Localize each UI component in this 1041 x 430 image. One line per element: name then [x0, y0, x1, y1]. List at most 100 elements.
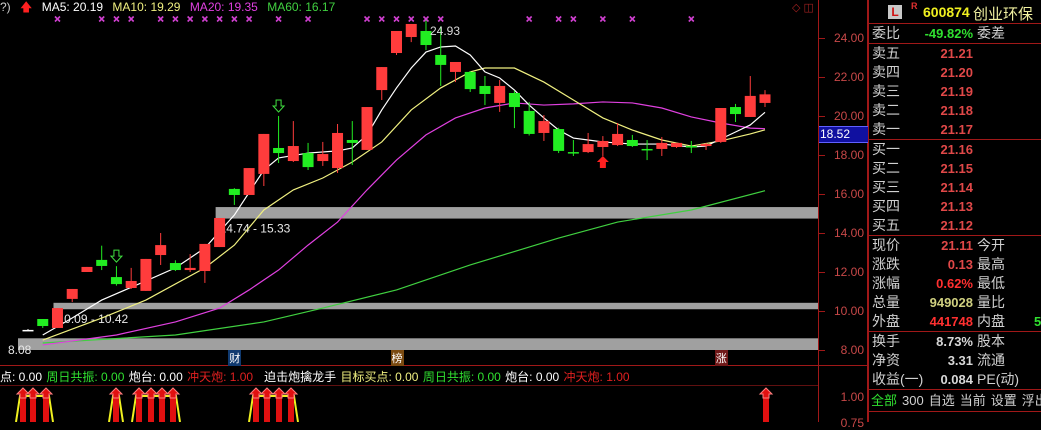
- kline-chart-area[interactable]: 14.74 - 15.33 10.09 - 10.42 24.93 8.08 ?) 🡅…: [0, 0, 818, 365]
- signal-bar: [170, 397, 176, 422]
- indicator-label: 周日共振: 0.00: [46, 370, 128, 384]
- panel-tabs: 全部 300 自选当前设置浮出: [869, 390, 1041, 412]
- candle: [582, 132, 594, 154]
- candle: [125, 267, 137, 289]
- bid-row-label: 买二: [872, 159, 900, 178]
- candle-body: [449, 61, 461, 72]
- indicator-chart[interactable]: [0, 385, 818, 422]
- stat-row: 外盘 441748 内盘 5: [869, 312, 1041, 331]
- candle-body: [523, 110, 535, 134]
- bid-row: 买二 21.15: [869, 159, 1041, 178]
- stat-row-value: 949028: [929, 293, 973, 312]
- signal-bar: [148, 397, 154, 422]
- y-tick-label: 24.00: [833, 31, 864, 45]
- signal-mark: [187, 15, 194, 23]
- up-arrow-icon: [38, 387, 54, 399]
- divider: [869, 389, 1041, 390]
- stat-row-label: 最高: [977, 256, 1005, 272]
- up-arrow-icon: [165, 387, 181, 399]
- ask-row: 卖二 21.18: [869, 101, 1041, 120]
- y-tick-label: 10.00: [833, 304, 864, 318]
- candle-body: [199, 243, 211, 272]
- indicator-tick-label: 1.00: [840, 390, 864, 404]
- quote-panel: L R 600874 创业环保 委比 -49.82% 委差 卖五 21.21 卖四 21.2…: [868, 0, 1041, 422]
- candle-body: [730, 107, 742, 115]
- candle-body: [685, 146, 697, 148]
- diamond-icon[interactable]: ◇: [792, 2, 801, 14]
- candle: [420, 19, 432, 51]
- candle: [317, 141, 329, 166]
- y-tick-label: 18.00: [833, 148, 864, 162]
- candlestick-chart[interactable]: 14.74 - 15.33 10.09 - 10.42 24.93 8.08: [0, 0, 818, 365]
- bid-row-label: 买四: [872, 197, 900, 216]
- candle-body: [125, 280, 137, 288]
- margin-flag: R: [911, 1, 918, 11]
- signal-bar: [159, 397, 165, 422]
- candle: [361, 107, 373, 150]
- ask-row-label: 卖五: [872, 44, 900, 63]
- bid-row-label: 买三: [872, 178, 900, 197]
- event-marker[interactable]: 榜: [390, 350, 404, 366]
- divider: [869, 139, 1041, 140]
- price-axis: 18.52 24.00 22.00 20.00 18.00 16.00 14.00 12.0…: [818, 0, 868, 430]
- tab-3[interactable]: 当前: [959, 393, 986, 408]
- tab-5[interactable]: 浮出: [1021, 393, 1041, 408]
- signal-mark: [555, 15, 562, 23]
- ma20-line: [42, 101, 766, 346]
- candle-body: [391, 30, 402, 54]
- ask-row-label: 卖一: [872, 120, 900, 139]
- ask-row-value: 21.21: [940, 44, 973, 63]
- up-arrow-icon: [25, 387, 41, 399]
- candle: [449, 61, 461, 83]
- weibi-row-label: 委比: [872, 24, 900, 43]
- event-marker[interactable]: 财: [228, 350, 242, 366]
- candle: [523, 101, 535, 136]
- bid-row-value: 21.15: [940, 159, 973, 178]
- candle-body: [597, 140, 609, 148]
- ask-row-value: 21.19: [940, 82, 973, 101]
- candle: [287, 121, 299, 163]
- support-band: [215, 207, 818, 219]
- indicator-legend: 点: 0.00 周日共振: 0.00 炮台: 0.00 冲天炮: 1.00 迫击…: [0, 368, 631, 385]
- candle: [730, 103, 742, 123]
- candle-body: [169, 263, 181, 271]
- candle-body: [66, 288, 78, 299]
- candle: [641, 139, 653, 161]
- candle: [184, 254, 196, 272]
- tab-2[interactable]: 自选: [928, 393, 955, 408]
- signal-mark: [408, 15, 415, 23]
- signal-mark: [629, 15, 636, 23]
- candle: [37, 318, 49, 328]
- signal-mark: [275, 15, 282, 23]
- candle-body: [612, 133, 624, 146]
- ma10-line: [42, 67, 766, 341]
- window-toggle-icon[interactable]: ◫: [803, 2, 814, 14]
- ask-row-value: 21.17: [940, 120, 973, 139]
- candle: [51, 308, 63, 328]
- level2-badge[interactable]: L: [888, 5, 902, 19]
- candle-body: [582, 144, 594, 153]
- y-tick: [819, 116, 825, 117]
- signal-bar: [113, 397, 119, 422]
- candle: [302, 142, 314, 171]
- stat-row-label: 涨幅: [872, 274, 900, 293]
- indicator-label: 目标买点: 0.00: [340, 370, 422, 384]
- tab-1[interactable]: 300: [902, 393, 924, 408]
- event-marker[interactable]: 涨: [714, 350, 728, 366]
- stat-row-label: 现价: [872, 236, 900, 255]
- y-tick: [819, 311, 825, 312]
- stat-row-label: 今开: [977, 237, 1005, 253]
- tab-0[interactable]: 全部: [871, 393, 898, 408]
- bid-row-value: 21.12: [940, 216, 973, 235]
- ask-row: 卖一 21.17: [869, 120, 1041, 139]
- low-price-label: 8.08: [8, 343, 32, 357]
- signal-mark: [393, 15, 400, 23]
- candle: [214, 217, 226, 248]
- candle-body: [479, 85, 491, 94]
- tab-4[interactable]: 设置: [990, 393, 1017, 408]
- candle-body: [494, 85, 506, 103]
- candle: [332, 123, 344, 173]
- candle: [405, 23, 417, 43]
- candle-body: [435, 54, 447, 65]
- candle-body: [376, 67, 388, 91]
